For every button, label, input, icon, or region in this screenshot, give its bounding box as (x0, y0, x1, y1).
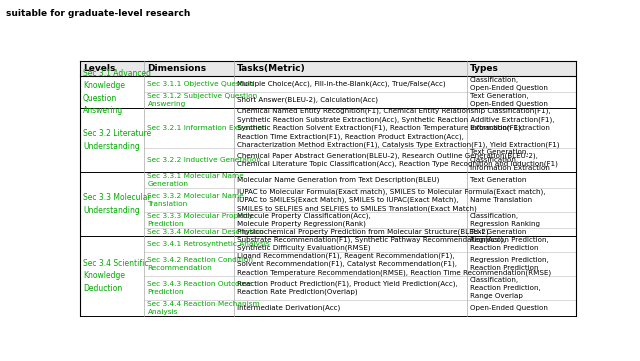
Text: Ligand Recommendation(F1), Reagent Recommendation(F1),
Solvent Recommendation(F1: Ligand Recommendation(F1), Reagent Recom… (237, 252, 551, 275)
Text: Text Generation: Text Generation (470, 229, 526, 235)
Text: Sec 3.4.4 Reaction Mechanism
Analysis: Sec 3.4.4 Reaction Mechanism Analysis (147, 301, 260, 315)
Text: Text Generation: Text Generation (470, 177, 526, 183)
Text: Intermediate Derivation(Acc): Intermediate Derivation(Acc) (237, 304, 340, 311)
Text: Sec 3.1.1 Objective Question: Sec 3.1.1 Objective Question (147, 81, 254, 87)
Text: Substrate Recommendation(F1), Synthetic Pathway Recommendation(Acc),
Synthetic D: Substrate Recommendation(F1), Synthetic … (237, 236, 505, 251)
Text: Classification,
Reaction Prediction,
Range Overlap: Classification, Reaction Prediction, Ran… (470, 277, 541, 299)
Text: Regression Prediction,
Reaction Prediction: Regression Prediction, Reaction Predicti… (470, 257, 548, 271)
Text: Sec 3.3.1 Molecular Name
Generation: Sec 3.3.1 Molecular Name Generation (147, 173, 244, 187)
Text: IUPAC to Molecular Formula(Exact match), SMILES to Molecular Formula(Exact match: IUPAC to Molecular Formula(Exact match),… (237, 188, 545, 212)
Text: Reaction Product Prediction(F1), Product Yield Prediction(Acc),
Reaction Rate Pr: Reaction Product Prediction(F1), Product… (237, 280, 458, 295)
Text: Chemical Named Entity Recognition(F1), Chemical Entity Relationship Classificati: Chemical Named Entity Recognition(F1), C… (237, 108, 559, 148)
Bar (80, 61, 576, 76)
Text: Sec 3.4.1 Retrosynthetic Analysis: Sec 3.4.1 Retrosynthetic Analysis (147, 241, 270, 247)
Text: Sec 3.2 Literature
Understanding: Sec 3.2 Literature Understanding (83, 129, 151, 151)
Text: Text Generation,
Open-Ended Question: Text Generation, Open-Ended Question (470, 93, 548, 107)
Text: Sec 3.2.1 Information Extraction: Sec 3.2.1 Information Extraction (147, 125, 267, 131)
Text: Classification,
Regression Ranking: Classification, Regression Ranking (470, 213, 540, 227)
Text: Sec 3.3.3 Molecular Property
Prediction: Sec 3.3.3 Molecular Property Prediction (147, 213, 253, 227)
Text: Molecule Property Classification(Acc),
Molecule Property Regression(Rank): Molecule Property Classification(Acc), M… (237, 212, 371, 227)
Text: Regression Prediction,
Reaction Prediction: Regression Prediction, Reaction Predicti… (470, 237, 548, 251)
Text: Sec 3.4.2 Reaction Condition
Recommendation: Sec 3.4.2 Reaction Condition Recommendat… (147, 257, 253, 271)
Text: Physicochemical Property Prediction from Molecular Structure(BLEU-2): Physicochemical Property Prediction from… (237, 229, 488, 235)
Text: Open-Ended Question: Open-Ended Question (470, 305, 548, 311)
Text: suitable for graduate-level research: suitable for graduate-level research (6, 9, 191, 18)
Text: Sec 3.1 Advanced
Knowledge
Question
Answering: Sec 3.1 Advanced Knowledge Question Answ… (83, 69, 151, 115)
Text: Short Answer(BLEU-2), Calculation(Acc): Short Answer(BLEU-2), Calculation(Acc) (237, 97, 378, 103)
Text: Information Extraction: Information Extraction (470, 125, 550, 131)
Text: Tasks(Metric): Tasks(Metric) (237, 64, 305, 73)
Text: Sec 3.3.2 Molecular Name
Translation: Sec 3.3.2 Molecular Name Translation (147, 193, 244, 207)
Text: Levels: Levels (83, 64, 115, 73)
Text: Name Translation: Name Translation (470, 197, 532, 203)
Text: Text Generation,
Classification,
Information Extraction: Text Generation, Classification, Informa… (470, 149, 550, 171)
Text: Sec 3.3 Molecular
Understanding: Sec 3.3 Molecular Understanding (83, 193, 151, 214)
Text: Multiple Choice(Acc), Fill-in-the-Blank(Acc), True/False(Acc): Multiple Choice(Acc), Fill-in-the-Blank(… (237, 81, 445, 87)
Text: Chemical Paper Abstract Generation(BLEU-2), Research Outline Generation(BLEU-2),: Chemical Paper Abstract Generation(BLEU-… (237, 152, 557, 167)
Text: Sec 3.4.3 Reaction Outcome
Prediction: Sec 3.4.3 Reaction Outcome Prediction (147, 281, 252, 295)
Text: Sec 3.3.4 Molecular Description: Sec 3.3.4 Molecular Description (147, 229, 264, 235)
Text: Types: Types (470, 64, 499, 73)
Text: Sec 3.4 Scientific
Knowledge
Deduction: Sec 3.4 Scientific Knowledge Deduction (83, 259, 148, 293)
Text: Classification,
Open-Ended Question: Classification, Open-Ended Question (470, 77, 548, 91)
Text: Molecular Name Generation from Text Description(BLEU): Molecular Name Generation from Text Desc… (237, 177, 439, 183)
Text: Sec 3.1.2 Subjective Question
Answering: Sec 3.1.2 Subjective Question Answering (147, 93, 258, 107)
Text: Dimensions: Dimensions (147, 64, 207, 73)
Text: Sec 3.2.2 Inductive Generation: Sec 3.2.2 Inductive Generation (147, 157, 262, 163)
